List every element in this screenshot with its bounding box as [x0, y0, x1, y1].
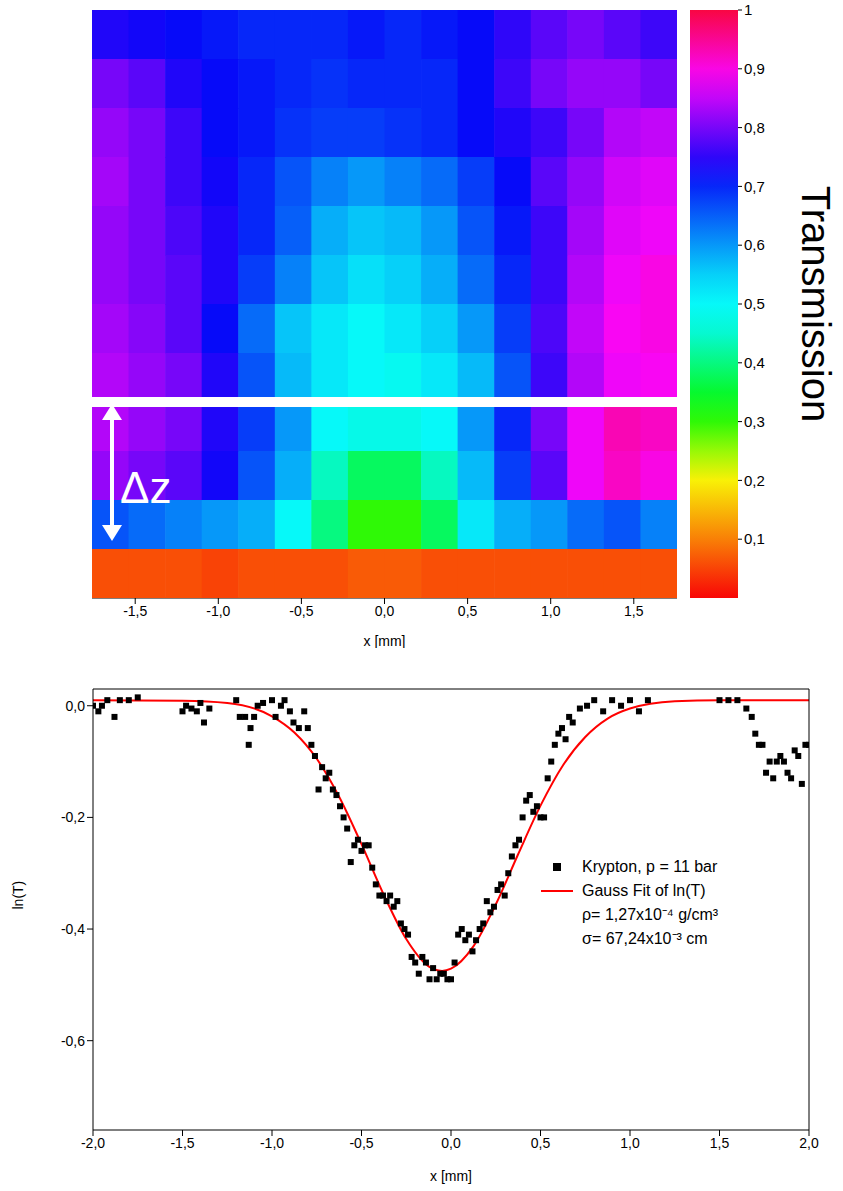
svg-text:-1,0: -1,0	[260, 1135, 284, 1151]
svg-text:1,0: 1,0	[541, 603, 561, 619]
svg-text:-1,0: -1,0	[206, 603, 230, 619]
svg-text:0,4: 0,4	[744, 354, 765, 371]
svg-text:0,0: 0,0	[66, 698, 86, 714]
svg-text:0,0: 0,0	[441, 1135, 461, 1151]
svg-text:1,5: 1,5	[710, 1135, 730, 1151]
html-text:Krypton, p = 11 bar: Krypton, p = 11 bar	[582, 858, 718, 875]
svg-text:-1,5: -1,5	[123, 603, 147, 619]
svg-text:1: 1	[744, 1, 752, 18]
svg-text:0,2: 0,2	[744, 472, 765, 489]
svg-text:0,5: 0,5	[531, 1135, 551, 1151]
svg-text:Transmission: Transmission	[794, 186, 838, 422]
svg-text:-0,2: -0,2	[61, 809, 85, 825]
svg-text:-0,5: -0,5	[289, 603, 313, 619]
svg-text:x [mm]: x [mm]	[364, 633, 406, 648]
svg-text:x [mm]: x [mm]	[430, 1168, 472, 1184]
svg-text:-2,0: -2,0	[81, 1135, 105, 1151]
svg-text:0,9: 0,9	[744, 60, 765, 77]
svg-text:-1,5: -1,5	[170, 1135, 194, 1151]
svg-text:1,5: 1,5	[624, 603, 644, 619]
svg-text:0,5: 0,5	[458, 603, 478, 619]
svg-text:0,5: 0,5	[744, 295, 765, 312]
svg-text:1,0: 1,0	[620, 1135, 640, 1151]
svg-text:0,6: 0,6	[744, 236, 765, 253]
html-text:σ= 67,24x10⁻³ cm: σ= 67,24x10⁻³ cm	[582, 930, 708, 947]
svg-text:2,0: 2,0	[799, 1135, 819, 1151]
svg-text:-0,6: -0,6	[61, 1033, 85, 1049]
svg-text:-0,5: -0,5	[349, 1135, 373, 1151]
svg-text:0,8: 0,8	[744, 119, 765, 136]
html-text:Gauss Fit of ln(T): Gauss Fit of ln(T)	[582, 882, 706, 899]
svg-text:0,0: 0,0	[375, 603, 395, 619]
html-text:ρ= 1,27x10⁻⁴ g/cm³: ρ= 1,27x10⁻⁴ g/cm³	[582, 906, 719, 923]
svg-text:-0,4: -0,4	[61, 921, 85, 937]
svg-text:0,3: 0,3	[744, 413, 765, 430]
svg-text:Δz: Δz	[120, 463, 171, 512]
svg-text:0,1: 0,1	[744, 530, 765, 547]
svg-text:0,7: 0,7	[744, 178, 765, 195]
svg-text:ln(T): ln(T)	[10, 881, 26, 910]
